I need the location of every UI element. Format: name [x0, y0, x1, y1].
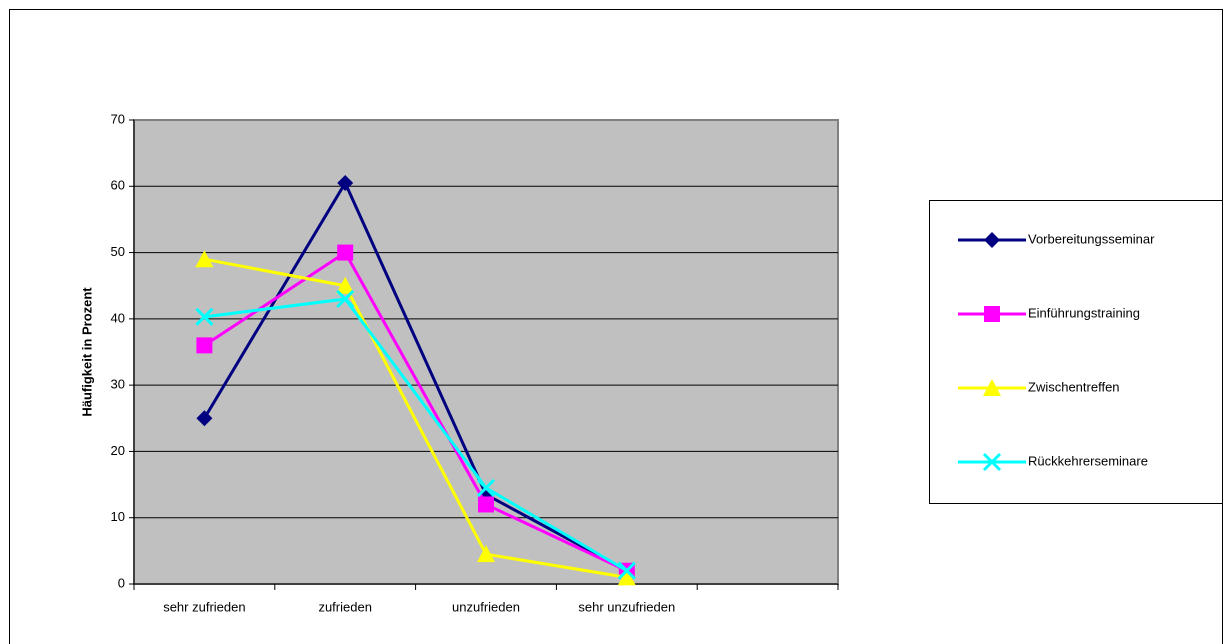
marker: [195, 307, 214, 326]
y-tick-label: 70: [111, 111, 125, 126]
marker: [983, 379, 1001, 396]
x-tick-label: unzufrieden: [452, 599, 520, 614]
series-line: [204, 297, 628, 573]
series-line: [203, 250, 628, 573]
marker: [336, 276, 355, 294]
y-tick-label: 60: [111, 178, 125, 193]
legend-label: Vorbereitungsseminar: [1028, 231, 1155, 246]
y-tick-label: 20: [111, 443, 125, 458]
marker: [982, 452, 1002, 472]
marker: [617, 568, 636, 586]
x-tick-label: zufrieden: [318, 599, 371, 614]
x-tick-label: sehr zufrieden: [163, 599, 245, 614]
marker: [984, 232, 1000, 248]
y-tick-label: 0: [118, 575, 125, 590]
marker: [617, 561, 636, 580]
marker: [196, 410, 213, 427]
y-axis-title: Häufigkeit in Prozent: [79, 287, 94, 417]
legend-label: Zwischentreffen: [1028, 379, 1120, 394]
y-tick-label: 10: [111, 509, 125, 524]
marker: [196, 337, 213, 354]
marker: [984, 306, 1000, 322]
plot-area: [133, 119, 839, 585]
series-line: [204, 257, 628, 579]
marker: [477, 545, 495, 563]
x-tick-label: sehr unzufrieden: [578, 599, 675, 614]
marker: [476, 478, 496, 497]
legend-label: Einführungstraining: [1028, 305, 1140, 320]
legend: [929, 200, 1223, 504]
marker: [337, 244, 354, 261]
marker: [336, 289, 355, 309]
marker: [478, 496, 494, 513]
legend-label: Rückkehrerseminare: [1028, 453, 1148, 468]
marker: [195, 250, 214, 268]
y-tick-label: 50: [111, 244, 125, 259]
y-tick-label: 40: [111, 310, 125, 325]
marker: [337, 174, 354, 191]
y-tick-label: 30: [111, 377, 125, 392]
